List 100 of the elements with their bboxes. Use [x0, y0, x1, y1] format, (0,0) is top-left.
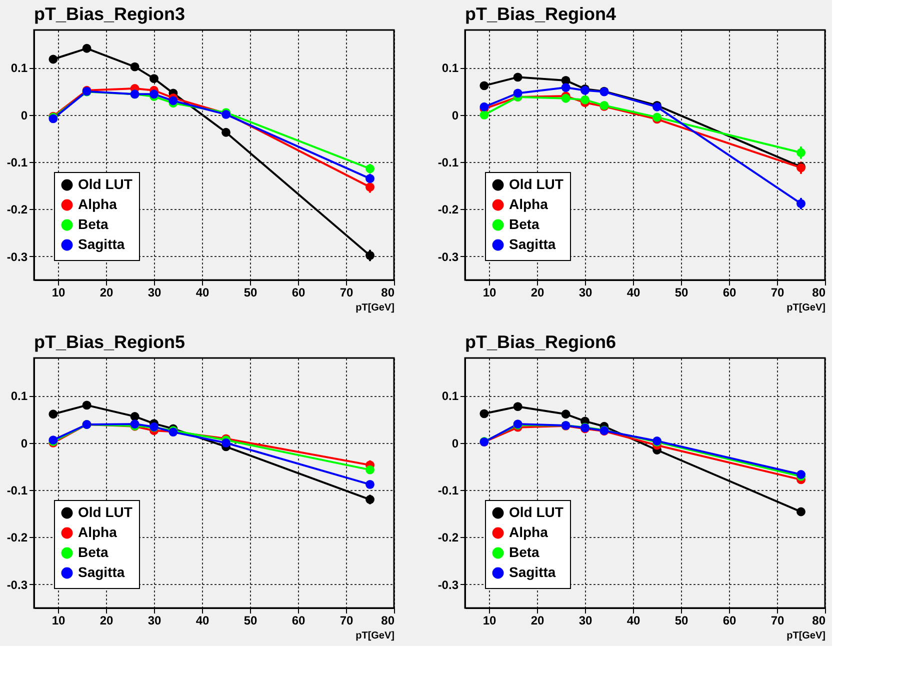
x-axis-title: pT[GeV]	[356, 630, 394, 642]
y-tick-label: 0.1	[10, 389, 28, 404]
legend-label: Sagitta	[509, 236, 556, 252]
x-tick-label: 80	[812, 614, 826, 628]
y-tick-label: -0.1	[438, 156, 459, 170]
x-tick-label: 10	[482, 614, 496, 628]
y-tick-label: 0	[20, 108, 28, 122]
y-tick-label: -0.3	[438, 250, 459, 264]
x-tick-label: 70	[770, 286, 784, 300]
x-tick-label: 20	[100, 614, 114, 628]
point	[168, 96, 178, 106]
x-tick-label: 40	[196, 614, 210, 628]
chart-title: pT_Bias_Region4	[465, 4, 616, 24]
point	[561, 83, 570, 92]
y-tick-label: 0	[20, 436, 28, 450]
point	[366, 182, 374, 192]
legend-label: Old LUT	[78, 176, 133, 192]
legend-label: Old LUT	[509, 504, 564, 520]
point	[796, 148, 806, 158]
point	[150, 74, 158, 84]
point	[366, 465, 374, 474]
x-tick-label: 30	[578, 286, 592, 300]
point	[796, 199, 806, 208]
chart-title: pT_Bias_Region5	[34, 332, 186, 352]
point	[366, 251, 374, 260]
legend-label: Sagitta	[78, 236, 125, 252]
x-tick-label: 20	[100, 286, 114, 300]
legend-label: Old LUT	[509, 176, 564, 192]
y-tick-label: 0.1	[442, 389, 459, 404]
point	[796, 507, 806, 516]
legend-label: Beta	[509, 544, 540, 560]
point	[48, 54, 58, 64]
x-tick-label: 20	[530, 614, 544, 628]
point	[48, 410, 58, 419]
point	[222, 128, 230, 137]
x-tick-label: 30	[148, 614, 162, 628]
legend-label: Alpha	[78, 524, 118, 540]
x-tick-label: 50	[244, 614, 258, 628]
y-tick-label: -0.1	[6, 156, 28, 170]
y-tick-label: 0.1	[10, 61, 28, 76]
x-tick-label: 10	[52, 286, 66, 300]
y-tick-label: -0.3	[6, 578, 28, 592]
point	[366, 164, 374, 174]
point	[82, 400, 92, 410]
point	[480, 409, 489, 418]
point	[82, 44, 92, 53]
y-tick-label: -0.2	[438, 530, 459, 545]
point	[366, 480, 374, 489]
x-tick-label: 70	[340, 286, 354, 300]
point	[366, 174, 374, 184]
y-tick-label: -0.1	[6, 484, 28, 498]
chart-title: pT_Bias_Region6	[465, 332, 616, 352]
y-tick-label: -0.2	[6, 202, 28, 217]
point	[222, 438, 230, 448]
legend-label: Beta	[78, 544, 109, 560]
point	[561, 410, 570, 419]
x-tick-label: 30	[578, 614, 592, 628]
x-tick-label: 10	[52, 614, 66, 628]
x-tick-label: 70	[340, 614, 354, 628]
legend-label: Beta	[78, 216, 109, 232]
x-tick-label: 40	[626, 614, 640, 628]
legend-label: Sagitta	[78, 564, 125, 580]
y-tick-label: -0.3	[6, 250, 28, 264]
point	[130, 62, 140, 72]
x-tick-label: 60	[292, 614, 306, 628]
legend-label: Alpha	[78, 196, 118, 212]
x-tick-label: 80	[381, 286, 395, 300]
legend-label: Alpha	[509, 524, 548, 540]
point	[480, 81, 489, 90]
legend-label: Old LUT	[78, 504, 133, 520]
point	[580, 95, 590, 104]
x-tick-label: 80	[381, 614, 395, 628]
point	[480, 110, 489, 120]
x-tick-label: 40	[196, 286, 210, 300]
point	[130, 412, 140, 421]
chart-title: pT_Bias_Region3	[34, 4, 186, 24]
x-axis-title: pT[GeV]	[356, 302, 394, 314]
y-tick-label: -0.2	[438, 202, 459, 217]
x-tick-label: 50	[674, 286, 688, 300]
point	[513, 402, 522, 412]
point	[366, 495, 374, 504]
y-tick-label: 0	[452, 436, 459, 450]
x-tick-label: 10	[482, 286, 496, 300]
x-tick-label: 60	[292, 286, 306, 300]
x-tick-label: 60	[722, 614, 736, 628]
x-tick-label: 40	[626, 286, 640, 300]
legend-label: Alpha	[509, 196, 548, 212]
x-tick-label: 70	[770, 614, 784, 628]
x-tick-label: 30	[148, 286, 162, 300]
x-tick-label: 20	[530, 286, 544, 300]
y-tick-label: 0.1	[442, 61, 459, 76]
x-tick-label: 50	[244, 286, 258, 300]
point	[150, 90, 158, 99]
x-axis-title: pT[GeV]	[786, 302, 826, 314]
y-tick-label: -0.2	[6, 530, 28, 545]
x-axis-title: pT[GeV]	[786, 630, 826, 642]
y-tick-label: 0	[452, 108, 459, 122]
point	[561, 94, 570, 103]
y-tick-label: -0.3	[438, 578, 459, 592]
x-tick-label: 80	[812, 286, 826, 300]
